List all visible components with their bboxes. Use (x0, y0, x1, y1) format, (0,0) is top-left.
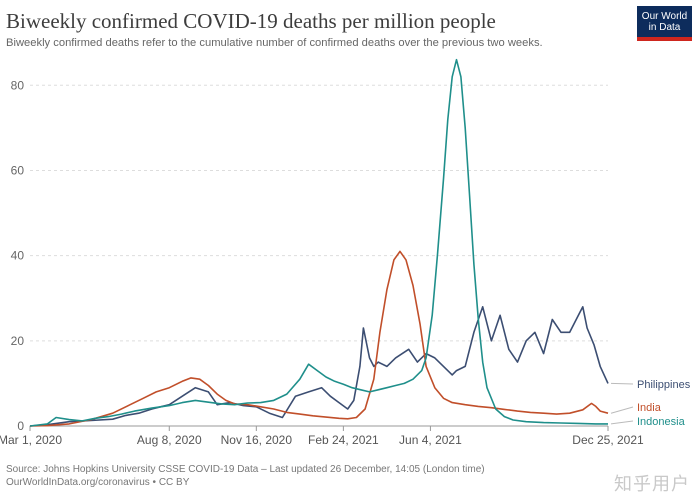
y-tick-label: 80 (11, 78, 25, 92)
series-line-indonesia (29, 58, 608, 427)
x-tick-label: Dec 25, 2021 (572, 433, 644, 447)
chart-title: Biweekly confirmed COVID-19 deaths per m… (6, 9, 496, 33)
footer: Source: Johns Hopkins University CSSE CO… (6, 463, 485, 489)
owid-logo[interactable]: Our World in Data (637, 6, 692, 41)
license-note[interactable]: OurWorldInData.org/coronavirus • CC BY (6, 477, 190, 488)
y-tick-label: 40 (11, 249, 25, 263)
logo-line-2: in Data (648, 22, 681, 33)
x-tick-label: Aug 8, 2020 (137, 433, 202, 447)
label-connector-philippines (610, 382, 634, 385)
series-line-india (29, 250, 609, 427)
label-connector-india (610, 406, 634, 414)
y-tick-label: 0 (17, 419, 24, 433)
series-label-india: India (637, 402, 662, 414)
x-tick-label: Mar 1, 2020 (0, 433, 62, 447)
series-line-philippines (29, 306, 609, 427)
y-tick-label: 60 (11, 163, 25, 177)
chart-subtitle: Biweekly confirmed deaths refer to the c… (6, 37, 543, 49)
watermark-text: 知乎用户 (614, 474, 690, 495)
series-label-indonesia: Indonesia (637, 416, 686, 428)
x-tick-label: Feb 24, 2021 (308, 433, 379, 447)
x-tick-label: Nov 16, 2020 (221, 433, 293, 447)
y-tick-label: 20 (11, 334, 25, 348)
label-connector-indonesia (610, 420, 634, 425)
series-label-philippines: Philippines (637, 379, 691, 391)
x-tick-label: Jun 4, 2021 (399, 433, 462, 447)
source-note: Source: Johns Hopkins University CSSE CO… (6, 464, 485, 475)
logo-line-1: Our World (641, 11, 688, 22)
